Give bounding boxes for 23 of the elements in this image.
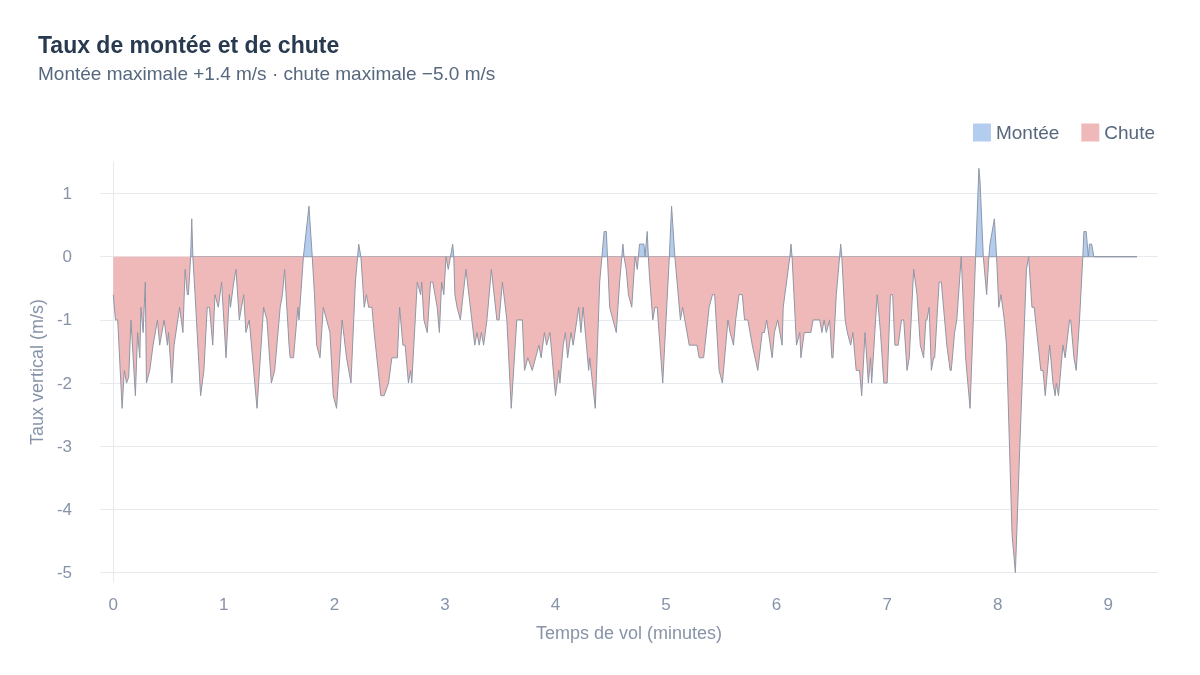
x-tick-label: 9 xyxy=(1103,595,1113,614)
x-tick-label: 1 xyxy=(219,595,229,614)
x-tick-label: 6 xyxy=(771,595,782,614)
x-tick-label: 8 xyxy=(992,595,1003,614)
x-axis-title: Temps de vol (minutes) xyxy=(535,623,723,643)
y-tick-label: 1 xyxy=(62,184,72,204)
x-tick-label: 7 xyxy=(882,595,892,614)
x-tick-label: 3 xyxy=(440,595,450,614)
x-tick-label: 4 xyxy=(550,595,561,614)
chart-subtitle: Montée maximale +1.4 m/s · chute maximale −5.0 m/s xyxy=(38,63,496,84)
y-axis-title: Taux vertical (m/s) xyxy=(26,298,47,446)
legend-label: Montée xyxy=(995,122,1060,143)
y-tick-label: -5 xyxy=(56,563,72,583)
x-tick-label: 5 xyxy=(661,595,671,614)
y-tick-label: -4 xyxy=(56,499,72,519)
y-tick-label: -2 xyxy=(56,373,72,393)
x-tick-label: 0 xyxy=(108,595,118,614)
y-tick-label: -3 xyxy=(56,436,72,456)
legend-label: Chute xyxy=(1104,122,1155,143)
x-tick-label: 2 xyxy=(329,595,340,614)
y-tick-label: -1 xyxy=(56,310,72,330)
chart-title: Taux de montée et de chute xyxy=(38,31,340,58)
y-tick-label: 0 xyxy=(62,247,72,267)
